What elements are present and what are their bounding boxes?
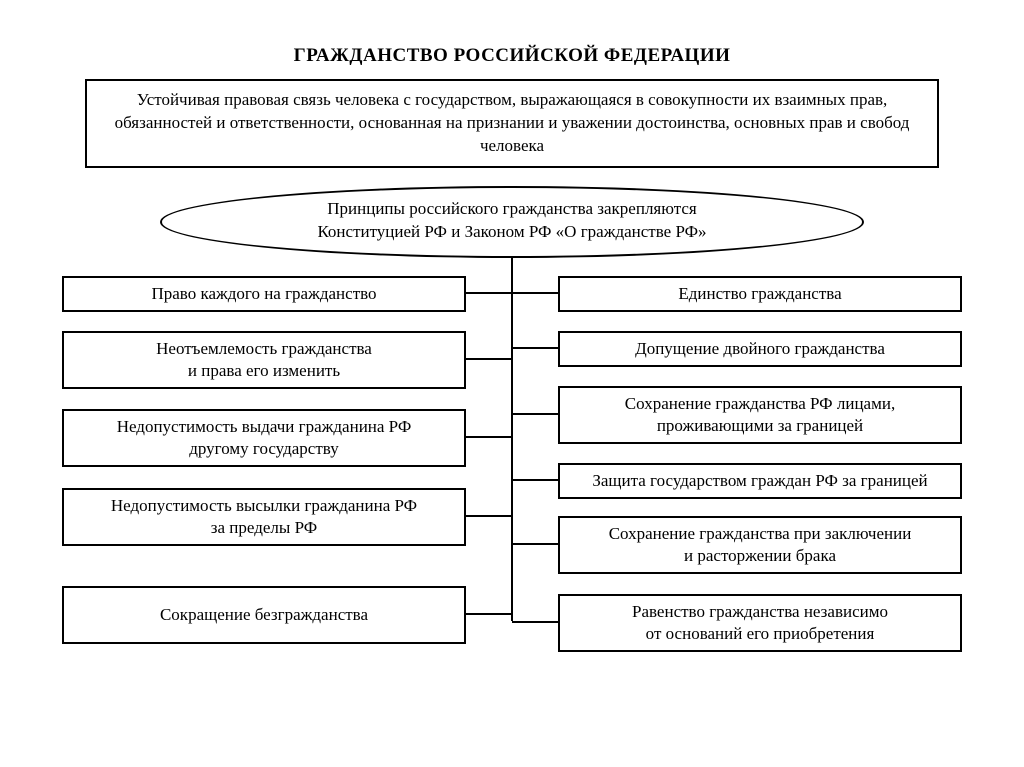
principle-node: Сокращение безгражданства [62,586,466,644]
principle-node: Сохранение гражданства РФ лицами,прожива… [558,386,962,444]
principle-node: Неотъемлемость гражданстваи права его из… [62,331,466,389]
principles-line2: Конституцией РФ и Законом РФ «О гражданс… [317,222,706,241]
principles-line1: Принципы российского гражданства закрепл… [327,199,696,218]
principles-ellipse: Принципы российского гражданства закрепл… [160,186,864,258]
definition-box: Устойчивая правовая связь человека с гос… [85,79,939,168]
principle-node: Равенство гражданства независимоот основ… [558,594,962,652]
principle-node: Единство гражданства [558,276,962,312]
principles-ellipse-wrap: Принципы российского гражданства закрепл… [0,186,1024,258]
principle-node: Защита государством граждан РФ за границ… [558,463,962,499]
principle-node: Недопустимость высылки гражданина РФза п… [62,488,466,546]
principle-node: Недопустимость выдачи гражданина РФдруго… [62,409,466,467]
principle-node: Сохранение гражданства при заключениии р… [558,516,962,574]
principles-grid: Право каждого на гражданство Неотъемлемос… [62,276,962,706]
principle-node: Право каждого на гражданство [62,276,466,312]
diagram-title: ГРАЖДАНСТВО РОССИЙСКОЙ ФЕДЕРАЦИИ [0,0,1024,79]
principle-node: Допущение двойного гражданства [558,331,962,367]
